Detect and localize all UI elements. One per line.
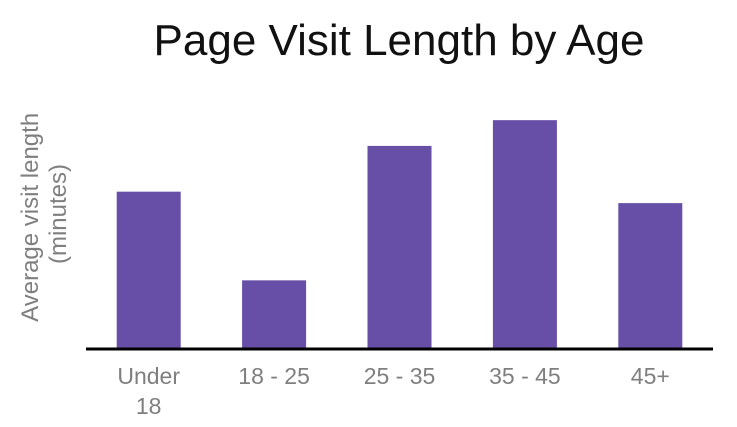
x-tick-label: 35 - 45	[489, 363, 561, 389]
x-tick-label-line: 45+	[631, 363, 670, 389]
x-axis-tick-labels: Under 18 18 - 25 25 - 35 35 - 45 45+	[117, 363, 669, 419]
y-axis-label-line-2: (minutes)	[45, 164, 72, 264]
bar-series	[116, 120, 683, 349]
x-tick-label: Under 18	[117, 363, 180, 419]
bar-18-25	[242, 280, 307, 349]
y-axis-label-line-1: Average visit length	[17, 113, 44, 322]
bar-35-45	[492, 120, 557, 349]
y-axis-label: Average visit length (minutes)	[17, 106, 72, 322]
bar-25-35	[367, 145, 432, 349]
x-tick-label-line: 35 - 45	[489, 363, 561, 389]
x-tick-label: 25 - 35	[364, 363, 436, 389]
x-tick-label-line: 18	[136, 393, 162, 419]
x-tick-label-line: 18 - 25	[238, 363, 310, 389]
x-tick-label: 45+	[631, 363, 670, 389]
x-tick-label-line: Under	[117, 363, 180, 389]
x-tick-label: 18 - 25	[238, 363, 310, 389]
chart-title: Page Visit Length by Age	[154, 16, 645, 65]
bar-under-18	[116, 191, 181, 349]
x-tick-label-line: 25 - 35	[364, 363, 436, 389]
bar-45	[618, 203, 683, 349]
